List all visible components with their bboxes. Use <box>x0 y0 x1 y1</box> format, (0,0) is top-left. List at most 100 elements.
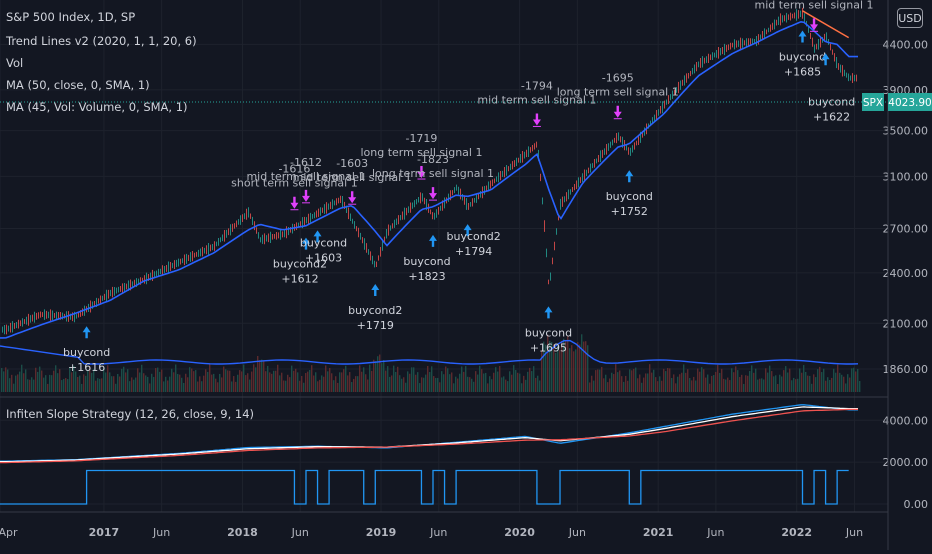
sell-signal-arrow <box>290 196 299 209</box>
volume-bar <box>709 383 711 392</box>
volume-bar <box>261 359 263 392</box>
volume-bar <box>521 383 523 392</box>
volume-bar <box>327 371 329 392</box>
volume-bar <box>145 375 147 392</box>
volume-bar <box>13 383 15 392</box>
volume-bar <box>727 377 729 392</box>
volume-bar <box>427 365 429 392</box>
volume-bar <box>789 368 791 392</box>
annotation-layer: buycond+1616buycond2+1612buycond+1603buy… <box>63 0 874 374</box>
volume-bar <box>219 373 221 392</box>
volume-bar <box>51 375 53 392</box>
chart-title[interactable]: S&P 500 Index, 1D, SP <box>6 10 136 24</box>
volume-bar <box>329 368 331 392</box>
volume-bar <box>593 380 595 392</box>
volume-bar <box>169 376 171 392</box>
volume-bar <box>33 379 35 392</box>
volume-bar <box>357 376 359 392</box>
volume-bar <box>785 366 787 392</box>
volume-bar <box>645 373 647 392</box>
volume-bar <box>531 371 533 392</box>
indicator-legend-ma-price[interactable]: MA (50, close, 0, SMA, 1) <box>6 78 150 92</box>
volume-bar <box>737 370 739 392</box>
volume-bar <box>647 373 649 392</box>
volume-bar <box>659 376 661 392</box>
oscillator-legend[interactable]: Infiten Slope Strategy (12, 26, close, 9… <box>6 407 254 421</box>
volume-bar <box>137 368 139 392</box>
volume-bar <box>453 383 455 392</box>
oscillator-tick-label: 4000.00 <box>883 414 929 427</box>
volume-bar <box>423 377 425 392</box>
volume-bar <box>213 373 215 392</box>
volume-bar <box>273 370 275 392</box>
volume-bar <box>419 383 421 392</box>
volume-bar <box>543 341 545 392</box>
volume-bar <box>25 369 27 392</box>
volume-bar <box>711 375 713 392</box>
oscillator-tick-label: 0.00 <box>904 498 929 511</box>
volume-bar <box>683 364 685 392</box>
volume-bar <box>209 364 211 392</box>
volume-bar <box>11 374 13 392</box>
volume-bar <box>271 373 273 392</box>
volume-bar <box>277 364 279 392</box>
volume-bar <box>279 375 281 392</box>
buy-signal-arrow <box>544 306 553 319</box>
volume-bar <box>159 371 161 392</box>
buy-signal-value: +1695 <box>530 341 567 354</box>
volume-bar <box>393 365 395 392</box>
volume-bar <box>345 365 347 392</box>
buy-signal-arrow <box>371 284 380 297</box>
volume-bar <box>289 377 291 392</box>
volume-bar <box>19 371 21 392</box>
volume-bar <box>777 383 779 392</box>
volume-bar <box>305 373 307 392</box>
volume-bar <box>549 340 551 392</box>
sell-signal-label: long term sell signal 1 <box>557 86 679 99</box>
volume-bar <box>845 383 847 392</box>
volume-bar <box>257 355 259 392</box>
sell-signal-arrow <box>348 191 357 204</box>
volume-bar <box>607 382 609 392</box>
indicator-legend-volume[interactable]: Vol <box>6 56 24 70</box>
volume-bar <box>499 366 501 392</box>
volume-bar <box>83 374 85 392</box>
volume-bar <box>411 367 413 392</box>
sell-signal-value: -1719 <box>405 132 437 145</box>
volume-bar <box>707 374 709 392</box>
volume-bar <box>851 368 853 392</box>
buy-signal-arrow <box>821 53 830 66</box>
volume-bar <box>403 377 405 392</box>
volume-bar <box>853 367 855 392</box>
symbol-tag[interactable] <box>862 93 884 111</box>
volume-bar <box>417 372 419 392</box>
volume-bar <box>791 380 793 392</box>
volume-bar <box>15 375 17 392</box>
volume-bar <box>537 375 539 392</box>
buy-signal-label: buycond <box>300 236 347 249</box>
volume-bar <box>655 377 657 392</box>
volume-bar <box>525 379 527 392</box>
candle-layer <box>2 7 857 335</box>
time-tick-label: Jun <box>568 526 586 539</box>
volume-bar <box>779 374 781 392</box>
indicator-legend-ma-volume[interactable]: MA (45, Vol: Volume, 0, SMA, 1) <box>6 100 188 114</box>
sell-signal-label: long term sell signal 1 <box>360 146 482 159</box>
volume-bar <box>775 375 777 392</box>
volume-bar <box>75 371 77 392</box>
volume-bar <box>665 371 667 392</box>
volume-bar <box>559 350 561 392</box>
volume-bar <box>627 380 629 392</box>
volume-bar <box>225 369 227 392</box>
volume-bar <box>407 371 409 392</box>
volume-bar <box>263 361 265 392</box>
volume-bar <box>97 378 99 392</box>
volume-bar <box>231 381 233 392</box>
currency-button[interactable]: USD <box>897 8 923 28</box>
volume-bar <box>1 367 3 392</box>
volume-bar <box>565 340 567 392</box>
volume-bar <box>661 380 663 392</box>
volume-bar <box>297 372 299 392</box>
indicator-legend-trendlines[interactable]: Trend Lines v2 (2020, 1, 1, 20, 6) <box>6 34 197 48</box>
